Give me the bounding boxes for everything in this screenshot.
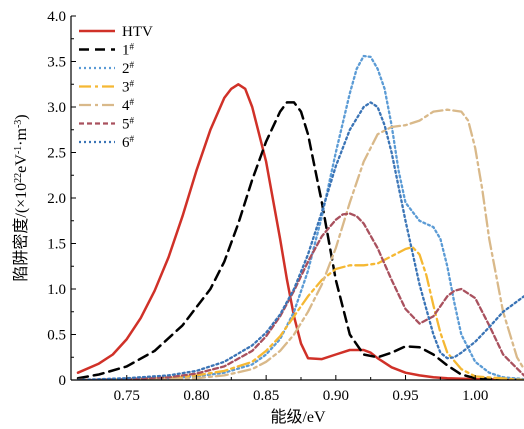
legend-label: 3# <box>122 79 135 96</box>
series-line-1 <box>76 101 524 380</box>
legend-label: 4# <box>122 97 135 114</box>
legend-label: 6# <box>122 134 135 151</box>
y-tick-label: 1.5 <box>47 237 66 253</box>
series-line-2 <box>76 54 524 380</box>
x-tick-label: 0.95 <box>392 388 418 404</box>
x-tick-label: 0.75 <box>114 388 140 404</box>
legend-label: HTV <box>122 24 153 40</box>
series-line-4 <box>76 108 524 380</box>
series-line-3 <box>76 245 524 380</box>
y-tick-label: 2.0 <box>47 191 66 207</box>
legend-label: 5# <box>122 116 135 133</box>
y-tick-label: 0.5 <box>47 328 66 344</box>
y-tick-label: 1.0 <box>47 282 66 298</box>
x-axis-label: 能级/eV <box>270 408 326 426</box>
y-tick-label: 3.5 <box>47 55 66 71</box>
y-tick-label: 0 <box>59 373 67 389</box>
x-tick-label: 1.00 <box>462 388 488 404</box>
y-tick-label: 3.0 <box>47 100 66 116</box>
x-tick-label: 0.90 <box>323 388 349 404</box>
legend: HTV 1#2# 3#4# 5#6# <box>79 24 153 151</box>
series-layer <box>76 54 524 380</box>
series-line-htv <box>76 83 524 380</box>
y-tick-label: 4.0 <box>47 9 66 25</box>
y-axis-label: 陷阱密度/(×1022eV-1·m-3) <box>12 114 30 281</box>
axes-layer: 0.75 0.80 0.85 0.90 0.95 1.00 0 0.5 1.0 1.5 2.0 2.5… <box>47 9 524 404</box>
x-tick-label: 0.80 <box>183 388 209 404</box>
legend-label: 1# <box>122 42 135 59</box>
legend-label: 2# <box>122 60 135 77</box>
y-tick-label: 2.5 <box>47 146 66 162</box>
series-line-5 <box>76 212 524 380</box>
series-line-6 <box>76 101 524 380</box>
x-tick-label: 0.85 <box>253 388 279 404</box>
